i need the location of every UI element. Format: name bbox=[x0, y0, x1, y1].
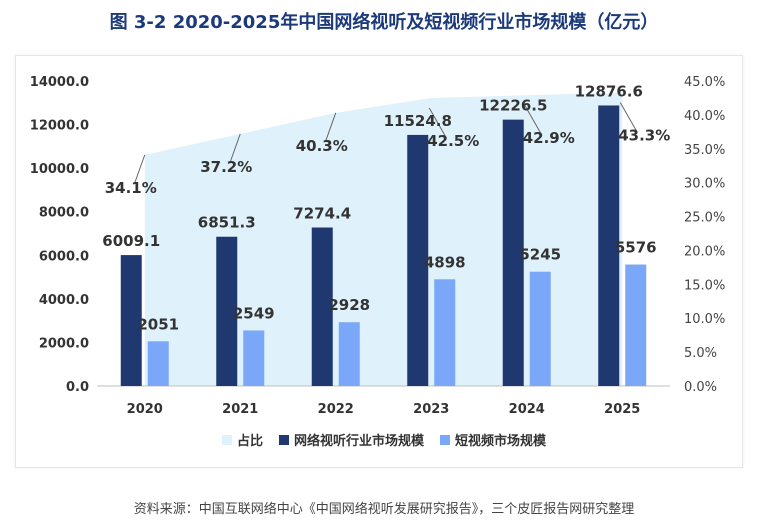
x-axis-tick: 2022 bbox=[318, 402, 354, 417]
bar-short-video bbox=[339, 322, 360, 386]
legend-item-short-video: 短视频市场规模 bbox=[440, 430, 546, 449]
bar-short-video bbox=[243, 330, 264, 386]
x-axis-tick: 2020 bbox=[127, 402, 163, 417]
legend-swatch-network bbox=[279, 435, 289, 445]
network-data-label: 12226.5 bbox=[479, 97, 547, 115]
source-note: 资料来源：中国互联网络中心《中国网络视听发展研究报告》，三个皮匠报告网研究整理 bbox=[0, 498, 768, 517]
right-axis-tick: 35.0% bbox=[684, 143, 725, 158]
x-axis-tick: 2023 bbox=[413, 402, 449, 417]
share-data-label: 42.5% bbox=[427, 132, 479, 150]
legend-swatch-share bbox=[222, 435, 232, 445]
bar-short-video bbox=[530, 272, 551, 386]
legend: 占比 网络视听行业市场规模 短视频市场规模 bbox=[0, 430, 768, 449]
x-axis-tick: 2021 bbox=[222, 402, 258, 417]
legend-label-network: 网络视听行业市场规模 bbox=[294, 430, 424, 449]
network-data-label: 6851.3 bbox=[198, 214, 256, 232]
legend-swatch-short-video bbox=[440, 435, 450, 445]
network-data-label: 6009.1 bbox=[102, 232, 160, 250]
bar-short-video bbox=[434, 279, 455, 386]
share-data-label: 42.9% bbox=[523, 129, 575, 147]
x-axis-tick: 2025 bbox=[604, 402, 640, 417]
short-video-data-label: 2051 bbox=[137, 315, 179, 333]
x-axis-tick: 2024 bbox=[509, 402, 545, 417]
share-data-label: 34.1% bbox=[105, 179, 157, 197]
right-axis-tick: 20.0% bbox=[684, 244, 725, 259]
right-axis-tick: 5.0% bbox=[684, 346, 717, 361]
network-data-label: 7274.4 bbox=[293, 205, 351, 223]
legend-item-share: 占比 bbox=[222, 430, 263, 449]
legend-label-share: 占比 bbox=[237, 430, 263, 449]
left-axis-tick: 6000.0 bbox=[39, 249, 89, 264]
short-video-data-label: 5245 bbox=[519, 246, 561, 264]
right-axis-tick: 25.0% bbox=[684, 211, 725, 226]
share-data-label: 37.2% bbox=[200, 158, 252, 176]
right-axis-tick: 40.0% bbox=[684, 109, 725, 124]
left-axis-tick: 2000.0 bbox=[39, 336, 89, 351]
right-axis-tick: 30.0% bbox=[684, 177, 725, 192]
share-data-label: 43.3% bbox=[618, 127, 670, 145]
right-axis-tick: 45.0% bbox=[684, 75, 725, 90]
short-video-data-label: 4898 bbox=[424, 253, 466, 271]
left-axis-tick: 14000.0 bbox=[30, 75, 89, 90]
network-data-label: 11524.8 bbox=[384, 112, 452, 130]
left-axis-tick: 8000.0 bbox=[39, 206, 89, 221]
legend-item-network: 网络视听行业市场规模 bbox=[279, 430, 424, 449]
right-axis-tick: 10.0% bbox=[684, 312, 725, 327]
bar-short-video bbox=[148, 341, 169, 386]
short-video-data-label: 5576 bbox=[615, 239, 657, 257]
short-video-data-label: 2549 bbox=[233, 304, 275, 322]
bar-short-video bbox=[625, 265, 646, 386]
legend-label-short-video: 短视频市场规模 bbox=[455, 430, 546, 449]
chart-svg: 0.0 2000.0 4000.0 6000.0 8000.0 10000.0 12000.… bbox=[0, 0, 768, 531]
left-axis-tick: 10000.0 bbox=[30, 162, 89, 177]
left-axis-tick: 0.0 bbox=[66, 380, 89, 395]
network-data-label: 12876.6 bbox=[575, 82, 643, 100]
right-axis-tick: 0.0% bbox=[684, 380, 717, 395]
share-data-label: 40.3% bbox=[296, 137, 348, 155]
left-axis-tick: 12000.0 bbox=[30, 119, 89, 134]
short-video-data-label: 2928 bbox=[328, 296, 370, 314]
right-axis-tick: 15.0% bbox=[684, 278, 725, 293]
left-axis-tick: 4000.0 bbox=[39, 293, 89, 308]
